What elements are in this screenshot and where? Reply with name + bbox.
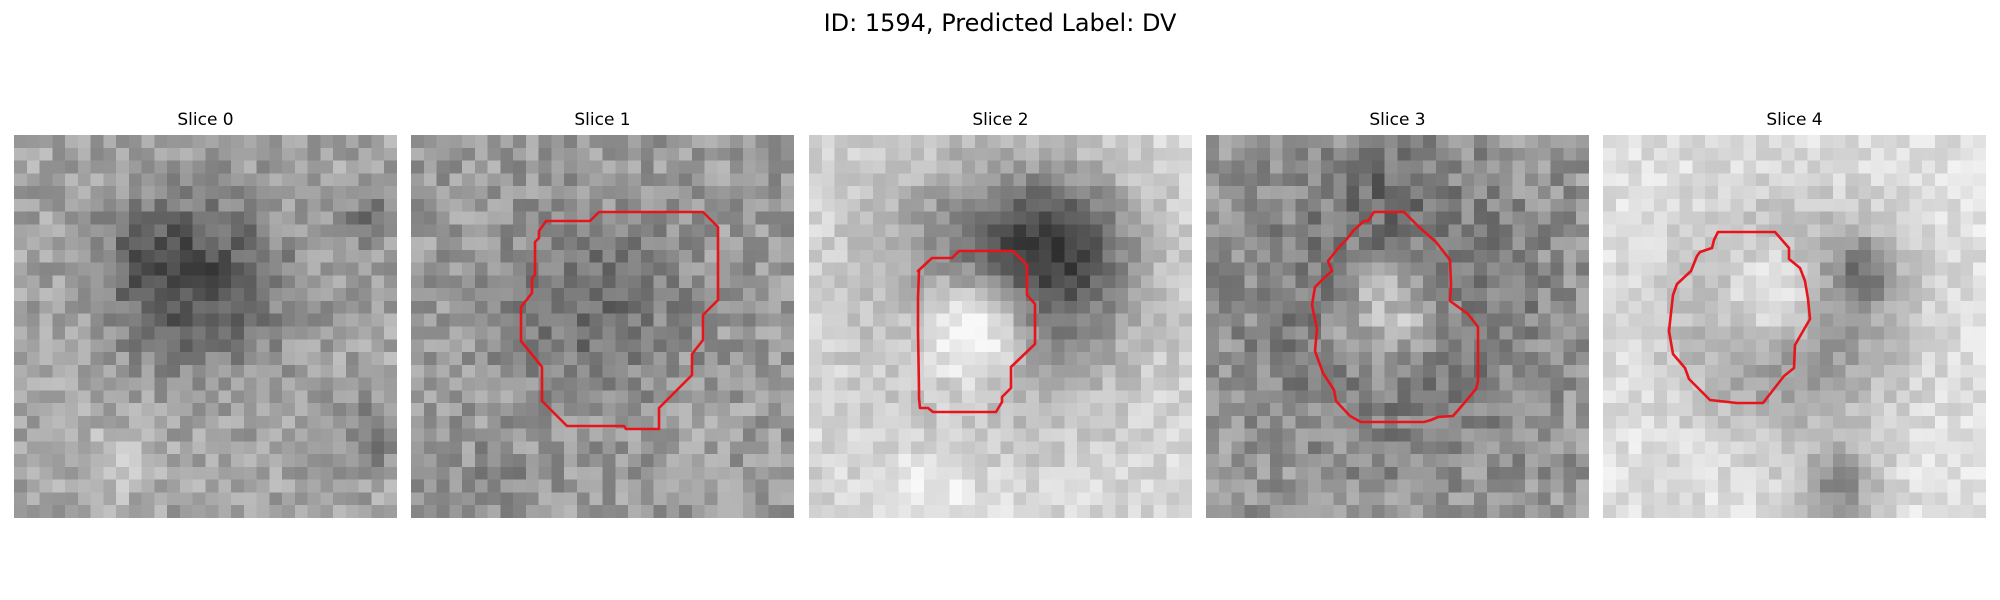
slice-3-contour bbox=[1310, 210, 1480, 424]
slice-3-overlay bbox=[1310, 210, 1480, 424]
slice-1-contour bbox=[519, 210, 720, 431]
slice-1-title: Slice 1 bbox=[574, 110, 631, 130]
figure-title: ID: 1594, Predicted Label: DV bbox=[823, 9, 1177, 37]
slice-2-image bbox=[809, 135, 1192, 518]
slice-1-overlay bbox=[519, 210, 720, 431]
slice-4-title: Slice 4 bbox=[1766, 110, 1823, 130]
slice-2-overlay bbox=[916, 249, 1037, 414]
slice-0-title: Slice 0 bbox=[177, 110, 234, 130]
slice-2-contour bbox=[916, 249, 1037, 414]
slice-4-contour bbox=[1667, 230, 1812, 405]
slice-4-pixels bbox=[1603, 135, 1986, 518]
slice-3-pixels bbox=[1206, 135, 1589, 518]
slice-4-image bbox=[1603, 135, 1986, 518]
slice-3-title: Slice 3 bbox=[1369, 110, 1426, 130]
slice-3-image bbox=[1206, 135, 1589, 518]
slice-1-image bbox=[411, 135, 794, 518]
slice-2-pixels bbox=[809, 135, 1192, 518]
slice-1-pixels bbox=[411, 135, 794, 518]
slice-0-pixels bbox=[14, 135, 397, 518]
slice-4-overlay bbox=[1667, 230, 1812, 405]
slice-2-title: Slice 2 bbox=[972, 110, 1029, 130]
slice-0-image bbox=[14, 135, 397, 518]
